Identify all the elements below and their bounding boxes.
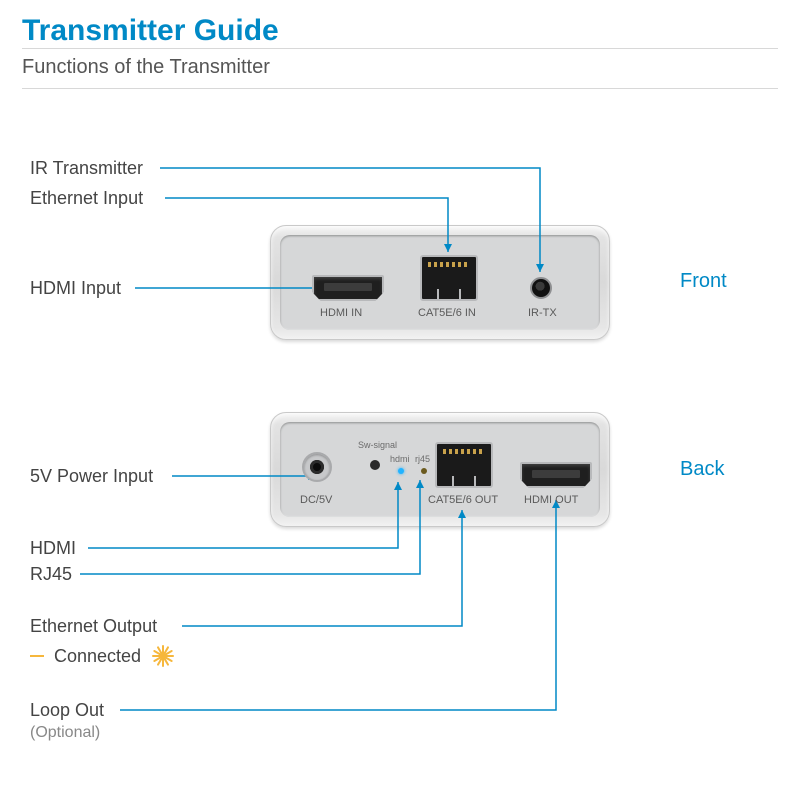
divider-top — [22, 48, 778, 49]
label-hdmi-input: HDMI Input — [30, 278, 121, 299]
label-ethernet-output: Ethernet Output — [30, 616, 157, 637]
page-title: Transmitter Guide — [22, 14, 279, 48]
port-label-cat-in: CAT5E/6 IN — [418, 307, 476, 319]
led-rj45 — [421, 468, 427, 474]
port-hdmi-in — [312, 275, 384, 301]
port-label-cat-out: CAT5E/6 OUT — [428, 494, 498, 506]
port-dc5v — [302, 452, 332, 482]
label-rj45-led: RJ45 — [30, 564, 72, 585]
port-label-hdmi-out: HDMI OUT — [524, 494, 578, 506]
sw-signal-label: Sw-signal — [358, 440, 397, 450]
page-subtitle: Functions of the Transmitter — [22, 56, 270, 79]
led-label-rj45: rj45 — [415, 454, 430, 464]
view-label-front: Front — [680, 270, 727, 293]
device-back: DC/5V Sw-signal hdmi rj45 CAT5E/6 OUT HD… — [270, 412, 610, 527]
connected-row: Connected — [30, 644, 175, 668]
label-power-input: 5V Power Input — [30, 466, 153, 487]
sw-signal-dot — [370, 460, 380, 470]
port-label-ir-tx: IR-TX — [528, 307, 557, 319]
label-ethernet-input: Ethernet Input — [30, 188, 143, 209]
leader-lines — [0, 0, 800, 800]
label-connected: Connected — [54, 646, 141, 667]
label-ir-transmitter: IR Transmitter — [30, 158, 143, 179]
label-loop-out: Loop Out — [30, 700, 104, 721]
view-label-back: Back — [680, 458, 724, 481]
led-hdmi — [398, 468, 404, 474]
device-front: HDMI IN CAT5E/6 IN IR-TX — [270, 225, 610, 340]
divider-sub — [22, 88, 778, 89]
port-hdmi-out — [520, 462, 592, 488]
port-cat-out — [435, 442, 493, 488]
port-cat-in — [420, 255, 478, 301]
burst-icon — [151, 644, 175, 668]
label-hdmi-led: HDMI — [30, 538, 76, 559]
led-label-hdmi: hdmi — [390, 454, 410, 464]
port-label-hdmi-in: HDMI IN — [320, 307, 362, 319]
port-label-dc5v: DC/5V — [300, 494, 332, 506]
port-ir-tx — [530, 277, 552, 299]
connected-dash — [30, 655, 44, 657]
label-loop-out-note: (Optional) — [30, 724, 100, 742]
